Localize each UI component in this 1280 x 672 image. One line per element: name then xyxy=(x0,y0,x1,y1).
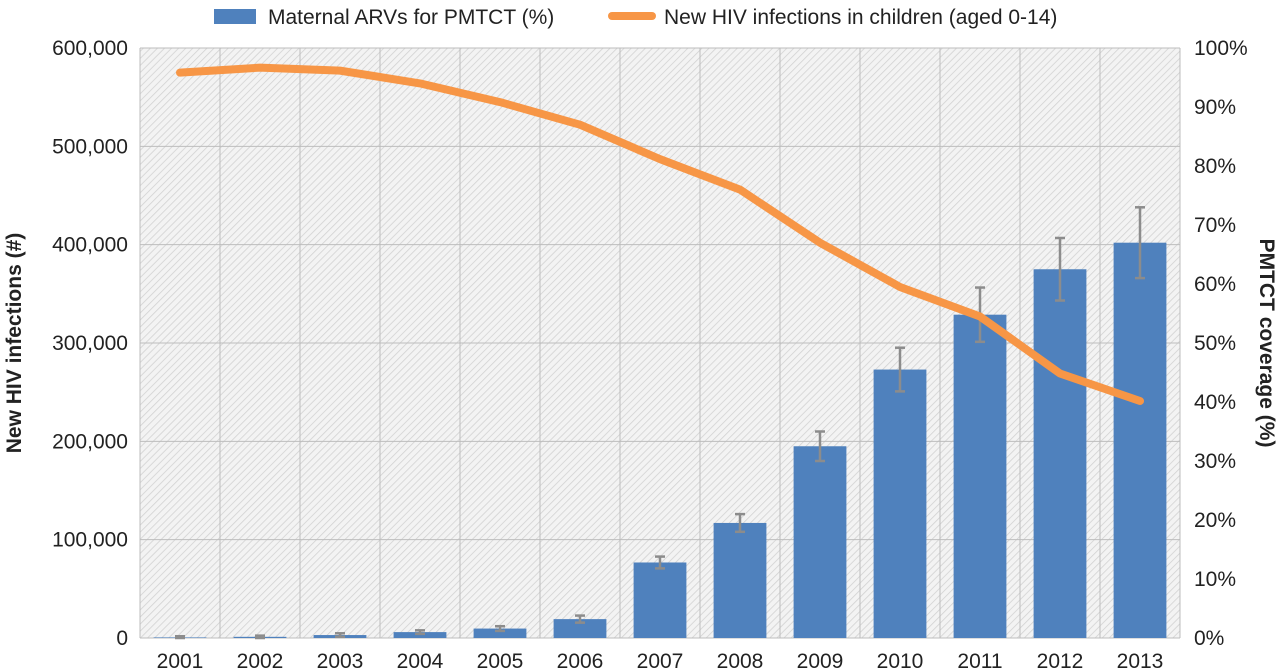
x-tick-label: 2011 xyxy=(957,650,1002,672)
left-axis-ticks: 0 100,000 200,000 300,000 400,000 500,000 600,… xyxy=(52,37,128,650)
right-tick-label: 80% xyxy=(1194,155,1236,178)
x-axis-ticks: 2001 2002 2003 2004 2005 2006 2007 2008 2009 2010… xyxy=(157,650,1164,672)
x-tick-label: 2010 xyxy=(877,650,924,672)
legend-label-line: New HIV infections in children (aged 0-1… xyxy=(664,6,1057,29)
x-tick-label: 2007 xyxy=(637,650,684,672)
left-axis-title: New HIV infections (#) xyxy=(3,233,26,454)
legend-swatch-bar xyxy=(214,9,256,24)
x-tick-label: 2008 xyxy=(717,650,764,672)
left-tick-label: 0 xyxy=(116,627,128,650)
bar xyxy=(1033,269,1087,638)
infections-line xyxy=(176,63,1144,406)
x-tick-label: 2004 xyxy=(397,650,444,672)
legend-label-bar: Maternal ARVs for PMTCT (%) xyxy=(268,6,554,29)
legend: Maternal ARVs for PMTCT (%) New HIV infe… xyxy=(214,6,1057,29)
left-tick-label: 400,000 xyxy=(52,234,128,257)
x-tick-label: 2009 xyxy=(797,650,844,672)
left-tick-label: 600,000 xyxy=(52,37,128,60)
right-tick-label: 60% xyxy=(1194,273,1236,296)
right-tick-label: 70% xyxy=(1194,214,1236,237)
x-tick-label: 2002 xyxy=(237,650,284,672)
right-tick-label: 10% xyxy=(1194,568,1236,591)
right-tick-label: 50% xyxy=(1194,332,1236,355)
right-tick-label: 100% xyxy=(1194,37,1248,60)
bar xyxy=(873,369,927,638)
x-tick-label: 2003 xyxy=(317,650,364,672)
right-tick-label: 40% xyxy=(1194,391,1236,414)
bar xyxy=(553,619,607,638)
right-tick-label: 0% xyxy=(1194,627,1224,650)
bar xyxy=(473,628,527,638)
right-tick-label: 30% xyxy=(1194,450,1236,473)
left-tick-label: 500,000 xyxy=(52,135,128,158)
x-tick-label: 2001 xyxy=(157,650,204,672)
gridlines xyxy=(139,47,1181,639)
bar xyxy=(633,562,687,638)
x-tick-label: 2012 xyxy=(1037,650,1084,672)
left-tick-label: 100,000 xyxy=(52,529,128,552)
left-tick-label: 200,000 xyxy=(52,430,128,453)
bar xyxy=(1113,242,1167,638)
right-tick-label: 20% xyxy=(1194,509,1236,532)
right-tick-label: 90% xyxy=(1194,96,1236,119)
bar xyxy=(793,446,847,638)
error-bars xyxy=(175,206,1145,640)
bar xyxy=(713,522,767,638)
x-tick-label: 2013 xyxy=(1117,650,1164,672)
right-axis-ticks: 0% 10% 20% 30% 40% 50% 60% 70% 80% 90% 100% xyxy=(1194,37,1248,650)
x-tick-label: 2005 xyxy=(477,650,524,672)
bar xyxy=(953,314,1007,638)
right-axis-title: PMTCT coverage (%) xyxy=(1255,239,1278,448)
left-tick-label: 300,000 xyxy=(52,332,128,355)
x-tick-label: 2006 xyxy=(557,650,604,672)
bars xyxy=(153,242,1167,638)
